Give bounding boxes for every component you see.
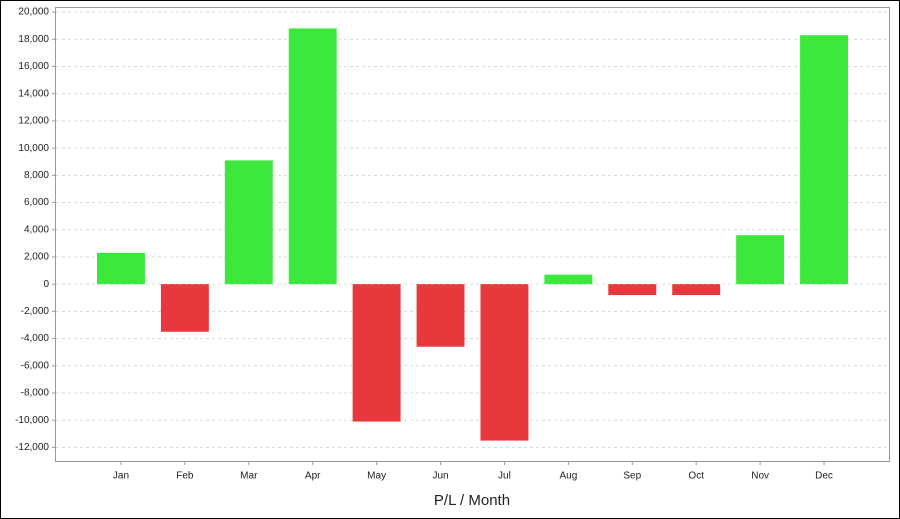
x-tick-label: Mar	[240, 471, 258, 482]
x-tick-label: Jan	[113, 471, 129, 482]
y-tick-label: -6,000	[21, 360, 50, 371]
x-tick-label: Dec	[815, 471, 833, 482]
x-tick-label: Oct	[688, 471, 704, 482]
x-tick-label: Feb	[176, 471, 194, 482]
x-tick-label: Sep	[623, 471, 641, 482]
x-axis-label: P/L / Month	[434, 492, 510, 509]
y-tick-label: -2,000	[21, 306, 50, 317]
y-tick-label: -4,000	[21, 333, 50, 344]
bar	[416, 284, 465, 347]
bar	[608, 284, 657, 296]
y-tick-label: 20,000	[18, 7, 49, 18]
y-tick-label: -10,000	[15, 415, 49, 426]
bar	[352, 284, 401, 422]
y-tick-label: 12,000	[18, 116, 49, 127]
bar	[672, 284, 721, 296]
x-tick-label: Jun	[432, 471, 448, 482]
x-tick-label: Apr	[305, 471, 321, 482]
x-tick-label: Jul	[498, 471, 511, 482]
x-tick-label: Aug	[559, 471, 577, 482]
y-tick-label: 4,000	[24, 224, 49, 235]
y-tick-label: 10,000	[18, 143, 49, 154]
y-tick-label: -12,000	[15, 442, 49, 453]
y-tick-label: 16,000	[18, 61, 49, 72]
x-tick-label: Nov	[751, 471, 769, 482]
bar	[736, 235, 785, 285]
bar	[800, 35, 849, 285]
y-tick-label: 14,000	[18, 88, 49, 99]
bar	[544, 274, 593, 285]
bar	[288, 28, 337, 285]
bar	[96, 252, 145, 285]
plot-area	[55, 7, 890, 462]
y-tick-label: 18,000	[18, 34, 49, 45]
y-tick-label: -8,000	[21, 388, 50, 399]
y-tick-label: 0	[43, 279, 49, 290]
y-tick-label: 6,000	[24, 197, 49, 208]
y-tick-label: 8,000	[24, 170, 49, 181]
bar	[480, 284, 529, 441]
bar	[160, 284, 209, 332]
y-tick-label: 2,000	[24, 252, 49, 263]
bar	[224, 160, 273, 285]
x-tick-label: May	[367, 471, 386, 482]
